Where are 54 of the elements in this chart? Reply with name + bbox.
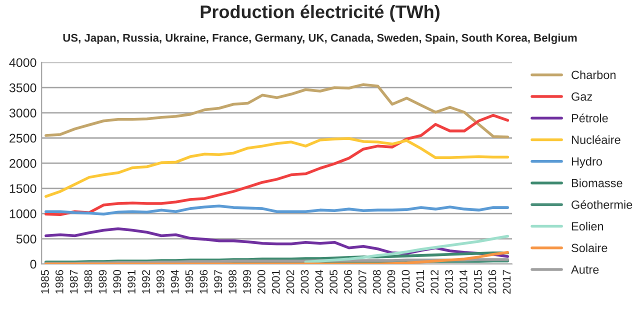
x-tick-label: 1995: [185, 270, 194, 294]
legend-label: Gaz: [572, 92, 592, 101]
y-tick-label: 3500: [9, 83, 36, 92]
chart-title: Production électricité (TWh): [200, 4, 440, 22]
y-tick-label: 1500: [10, 184, 36, 194]
chart-subtitle: US, Japan, Russia, Ukraine, France, Germany, UK, Canada, Sweden, Spain, South Korea, Belgium: [63, 34, 577, 44]
x-tick-label: 1990: [113, 270, 122, 294]
x-tick-label: 1999: [243, 270, 251, 294]
y-tick-label: 500: [16, 234, 36, 244]
legend-label: Nucléaire: [572, 135, 620, 144]
x-tick-label: 2012: [430, 270, 439, 294]
x-tick-label: 1993: [156, 270, 164, 294]
x-tick-label: 2004: [315, 270, 324, 294]
x-tick-label: 2000: [257, 270, 266, 294]
x-tick-label: 1997: [214, 270, 222, 294]
x-tick-label: 2008: [372, 270, 381, 294]
x-tick-label: 1989: [98, 270, 107, 294]
legend-label: Solaire: [572, 243, 608, 252]
x-tick-label: 1987: [70, 270, 78, 294]
legend-label: Hydro: [572, 156, 602, 168]
x-tick-label: 2007: [358, 270, 366, 294]
x-tick-label: 2009: [387, 270, 396, 294]
x-tick-label: 1992: [142, 270, 150, 294]
x-tick-label: 2014: [459, 270, 468, 294]
x-tick-label: 1996: [200, 270, 208, 294]
y-tick-label: 2000: [10, 159, 36, 168]
x-tick-label: 1991: [128, 270, 136, 294]
y-tick-label: 2500: [10, 134, 36, 143]
legend-label: Autre: [571, 266, 599, 274]
y-tick-label: 0: [30, 260, 36, 269]
x-tick-label: 2013: [445, 270, 453, 294]
x-tick-label: 1986: [55, 270, 64, 294]
x-tick-label: 2001: [272, 270, 280, 294]
legend-label: Eolien: [572, 222, 604, 231]
x-tick-label: 2017: [502, 270, 511, 294]
x-tick-label: 2003: [300, 270, 309, 294]
y-tick-label: 3000: [9, 108, 36, 118]
x-tick-label: 2010: [402, 270, 410, 294]
legend-label: Géothermie: [572, 200, 632, 209]
x-tick-label: 2011: [416, 270, 424, 293]
x-tick-label: 1994: [170, 270, 179, 294]
x-tick-label: 2002: [286, 270, 294, 294]
legend-label: Biomasse: [572, 178, 622, 188]
legend-label: Charbon: [572, 70, 616, 80]
y-tick-label: 1000: [10, 209, 36, 218]
x-tick-label: 1988: [84, 270, 92, 294]
x-tick-label: 2006: [344, 270, 352, 294]
x-tick-label: 2015: [474, 270, 482, 294]
x-tick-label: 1998: [228, 270, 236, 294]
legend-label: Pétrole: [572, 114, 608, 122]
x-tick-label: 2005: [330, 270, 338, 294]
x-tick-label: 1985: [41, 270, 49, 294]
y-tick-label: 4000: [9, 58, 36, 68]
x-tick-label: 2016: [488, 270, 496, 294]
